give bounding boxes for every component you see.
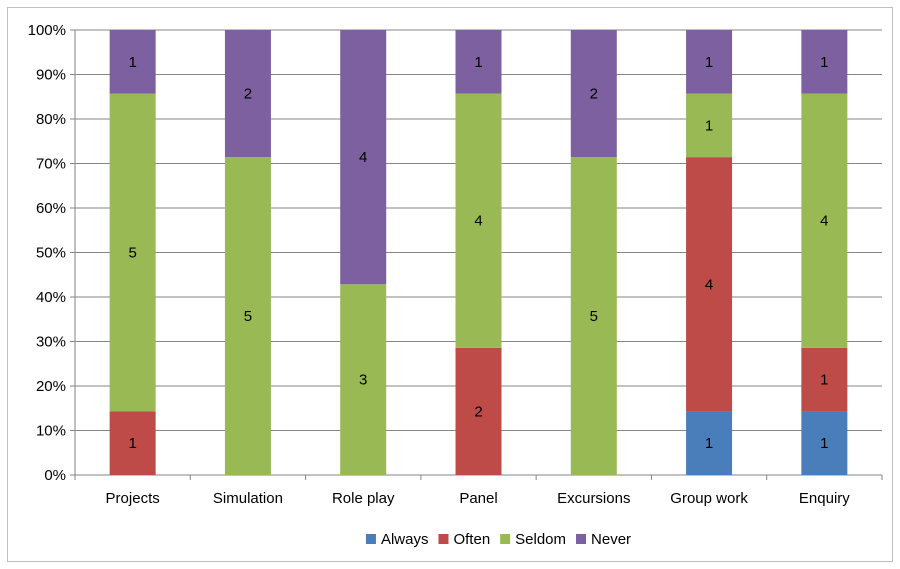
data-label: 1 (705, 435, 713, 452)
bar-segment-seldom (340, 284, 387, 475)
data-label: 1 (705, 54, 713, 71)
y-tick-label: 70% (36, 156, 66, 173)
bar-segment-often (801, 347, 848, 412)
data-label: 1 (820, 435, 828, 452)
data-label: 5 (590, 308, 598, 325)
data-label: 4 (705, 276, 713, 293)
data-label: 5 (128, 245, 136, 262)
data-label: 1 (474, 54, 482, 71)
bar-segment-seldom (224, 157, 271, 475)
data-label: 1 (128, 54, 136, 71)
data-label: 4 (820, 213, 828, 230)
data-label: 1 (705, 117, 713, 134)
legend-swatch-never (576, 534, 587, 544)
bar-segment-never (455, 30, 502, 94)
bar-segment-seldom (109, 93, 156, 412)
bar-segment-seldom (686, 93, 733, 158)
legend-label-often: Often (453, 531, 490, 548)
x-tick-label: Projects (106, 490, 160, 507)
y-tick-label: 10% (36, 423, 66, 440)
data-label: 1 (128, 435, 136, 452)
data-label: 2 (244, 86, 252, 103)
data-label: 1 (820, 54, 828, 71)
bar-segment-never (340, 30, 387, 285)
legend-swatch-always (365, 534, 376, 544)
bar-segment-always (801, 411, 848, 475)
bar-segment-never (686, 30, 733, 94)
x-tick-label: Excursions (557, 490, 630, 507)
legend-label-never: Never (591, 531, 631, 548)
y-tick-label: 90% (36, 67, 66, 84)
data-label: 2 (474, 403, 482, 420)
legend-swatch-seldom (500, 534, 511, 544)
data-label: 1 (820, 372, 828, 389)
legend-swatch-often (438, 534, 449, 544)
x-tick-label: Role play (332, 490, 395, 507)
y-tick-label: 40% (36, 289, 66, 306)
bar-segment-often (109, 411, 156, 475)
y-tick-label: 30% (36, 334, 66, 351)
y-tick-label: 100% (28, 22, 66, 39)
y-tick-label: 0% (44, 467, 66, 484)
data-label: 2 (590, 86, 598, 103)
legend-label-seldom: Seldom (515, 531, 566, 548)
x-tick-label: Enquiry (799, 490, 850, 507)
y-tick-label: 60% (36, 200, 66, 217)
bar-segment-seldom (455, 93, 502, 348)
bar-segment-often (455, 347, 502, 475)
data-label: 5 (244, 308, 252, 325)
bar-segment-never (570, 30, 617, 158)
x-tick-label: Panel (459, 490, 497, 507)
x-tick-label: Simulation (213, 490, 283, 507)
y-tick-label: 20% (36, 378, 66, 395)
legend-label-always: Always (381, 531, 429, 548)
bar-segment-seldom (570, 157, 617, 475)
bar-segment-seldom (801, 93, 848, 348)
x-tick-label: Group work (670, 490, 748, 507)
data-label: 3 (359, 372, 367, 389)
bar-segment-never (224, 30, 271, 158)
bar-segment-often (686, 157, 733, 412)
data-label: 4 (474, 213, 482, 230)
bar-segment-always (686, 411, 733, 475)
y-tick-label: 50% (36, 245, 66, 262)
y-tick-label: 80% (36, 111, 66, 128)
bar-segment-never (109, 30, 156, 94)
data-label: 4 (359, 149, 367, 166)
bar-segment-never (801, 30, 848, 94)
